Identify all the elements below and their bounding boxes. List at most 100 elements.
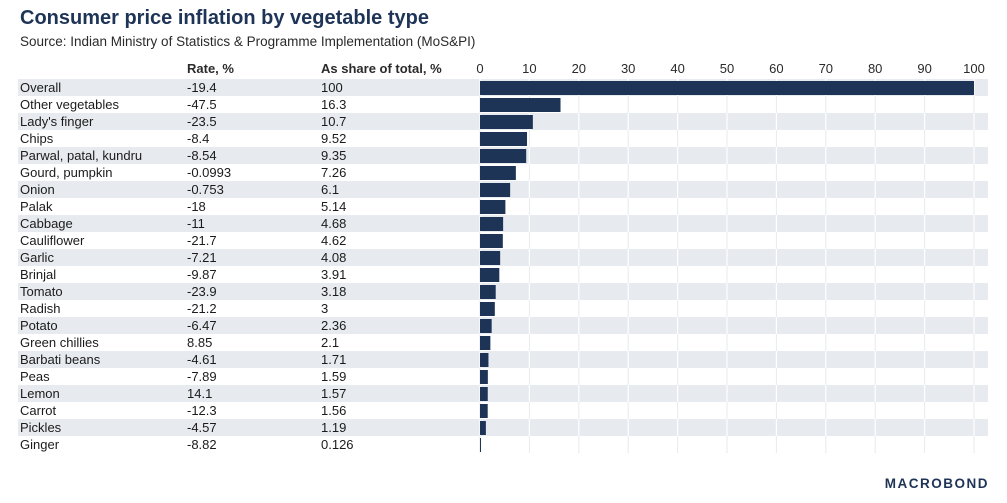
category-label: Onion — [20, 182, 55, 197]
share-value: 0.126 — [321, 437, 354, 452]
bar — [480, 421, 486, 435]
share-value: 1.56 — [321, 403, 347, 418]
bar — [480, 200, 506, 214]
share-value: 3.18 — [321, 284, 347, 299]
x-tick-label: 10 — [522, 61, 537, 76]
table-row: Barbati beans -4.61 1.71 — [18, 351, 988, 368]
category-label: Ginger — [20, 437, 60, 452]
bar — [480, 98, 561, 112]
bar — [480, 336, 491, 350]
category-label: Barbati beans — [20, 352, 101, 367]
category-label: Palak — [20, 199, 53, 214]
share-value: 6.1 — [321, 182, 340, 197]
category-label: Chips — [20, 131, 54, 146]
category-label: Peas — [20, 369, 50, 384]
category-label: Cauliflower — [20, 233, 85, 248]
category-label: Overall — [20, 80, 62, 95]
share-value: 9.52 — [321, 131, 347, 146]
table-row: Gourd, pumpkin -0.0993 7.26 — [18, 164, 988, 181]
category-label: Carrot — [20, 403, 57, 418]
category-label: Lemon — [20, 386, 60, 401]
bar — [480, 217, 504, 231]
macrobond-logo: MACROBOND — [884, 476, 989, 491]
rate-column-header: Rate, % — [187, 61, 234, 76]
category-label: Pickles — [20, 420, 62, 435]
share-value: 5.14 — [321, 199, 347, 214]
x-tick-label: 80 — [867, 61, 883, 76]
rate-value: -12.3 — [187, 403, 217, 418]
table-row: Carrot -12.3 1.56 — [18, 402, 988, 419]
rate-value: -4.61 — [187, 352, 217, 367]
category-label: Parwal, patal, kundru — [20, 148, 143, 163]
bar — [480, 234, 503, 248]
share-value: 7.26 — [321, 165, 347, 180]
category-label: Brinjal — [20, 267, 57, 282]
share-value: 1.57 — [321, 386, 347, 401]
bar — [480, 285, 496, 299]
category-label: Green chillies — [20, 335, 99, 350]
bar — [480, 319, 492, 333]
category-label: Radish — [20, 301, 61, 316]
rate-value: -8.54 — [187, 148, 217, 163]
bar — [480, 183, 511, 197]
bar — [480, 387, 488, 401]
table-row: Garlic -7.21 4.08 — [18, 249, 988, 266]
table-row: Ginger -8.82 0.126 — [18, 436, 988, 453]
bar — [480, 438, 481, 452]
rate-value: -9.87 — [187, 267, 217, 282]
rate-value: -0.753 — [187, 182, 224, 197]
x-tick-label: 50 — [719, 61, 735, 76]
share-value: 1.59 — [321, 369, 347, 384]
x-tick-label: 70 — [818, 61, 834, 76]
bar — [480, 81, 974, 95]
rate-value: -21.7 — [187, 233, 217, 248]
share-column-header: As share of total, % — [321, 61, 442, 76]
rate-value: -19.4 — [187, 80, 217, 95]
rate-value: -11 — [187, 216, 205, 231]
bar — [480, 268, 500, 282]
bar — [480, 370, 488, 384]
table-row: Other vegetables -47.5 16.3 — [18, 96, 988, 113]
rate-value: -6.47 — [187, 318, 217, 333]
share-value: 9.35 — [321, 148, 347, 163]
x-tick-label: 60 — [769, 61, 784, 76]
table-row: Chips -8.4 9.52 — [18, 130, 988, 147]
rate-value: -47.5 — [187, 97, 217, 112]
x-tick-label: 40 — [670, 61, 685, 76]
chart-title: Consumer price inflation by vegetable ty… — [20, 7, 429, 29]
category-label: Garlic — [20, 250, 54, 265]
share-value: 1.71 — [321, 352, 347, 367]
share-value: 3.91 — [321, 267, 347, 282]
category-label: Gourd, pumpkin — [20, 165, 113, 180]
rate-value: 8.85 — [187, 335, 213, 350]
x-tick-label: 30 — [620, 61, 636, 76]
table-row: Brinjal -9.87 3.91 — [18, 266, 988, 283]
category-label: Cabbage — [20, 216, 73, 231]
bar — [480, 149, 527, 163]
bar — [480, 166, 516, 180]
bar — [480, 404, 488, 418]
category-label: Tomato — [20, 284, 63, 299]
rate-value: -0.0993 — [187, 165, 232, 180]
x-tick-label: 100 — [963, 61, 985, 76]
share-value: 2.1 — [321, 335, 340, 350]
rate-value: -23.5 — [187, 114, 217, 129]
table-row: Radish -21.2 3 — [18, 300, 988, 317]
table-row: Cauliflower -21.7 4.62 — [18, 232, 988, 249]
table-row: Pickles -4.57 1.19 — [18, 419, 988, 436]
table-row: Peas -7.89 1.59 — [18, 368, 988, 385]
share-value: 4.62 — [321, 233, 347, 248]
rate-value: -21.2 — [187, 301, 217, 316]
rate-value: -8.4 — [187, 131, 210, 146]
rate-value: -7.21 — [187, 250, 217, 265]
category-label: Potato — [20, 318, 58, 333]
rate-value: -18 — [187, 199, 206, 214]
rate-value: -23.9 — [187, 284, 217, 299]
share-value: 4.68 — [321, 216, 347, 231]
share-value: 16.3 — [321, 97, 347, 112]
table-row: Tomato -23.9 3.18 — [18, 283, 988, 300]
rate-value: -4.57 — [187, 420, 217, 435]
rate-value: 14.1 — [187, 386, 213, 401]
table-row: Green chillies 8.85 2.1 — [18, 334, 988, 351]
chart-subtitle: Source: Indian Ministry of Statistics & … — [20, 34, 476, 49]
